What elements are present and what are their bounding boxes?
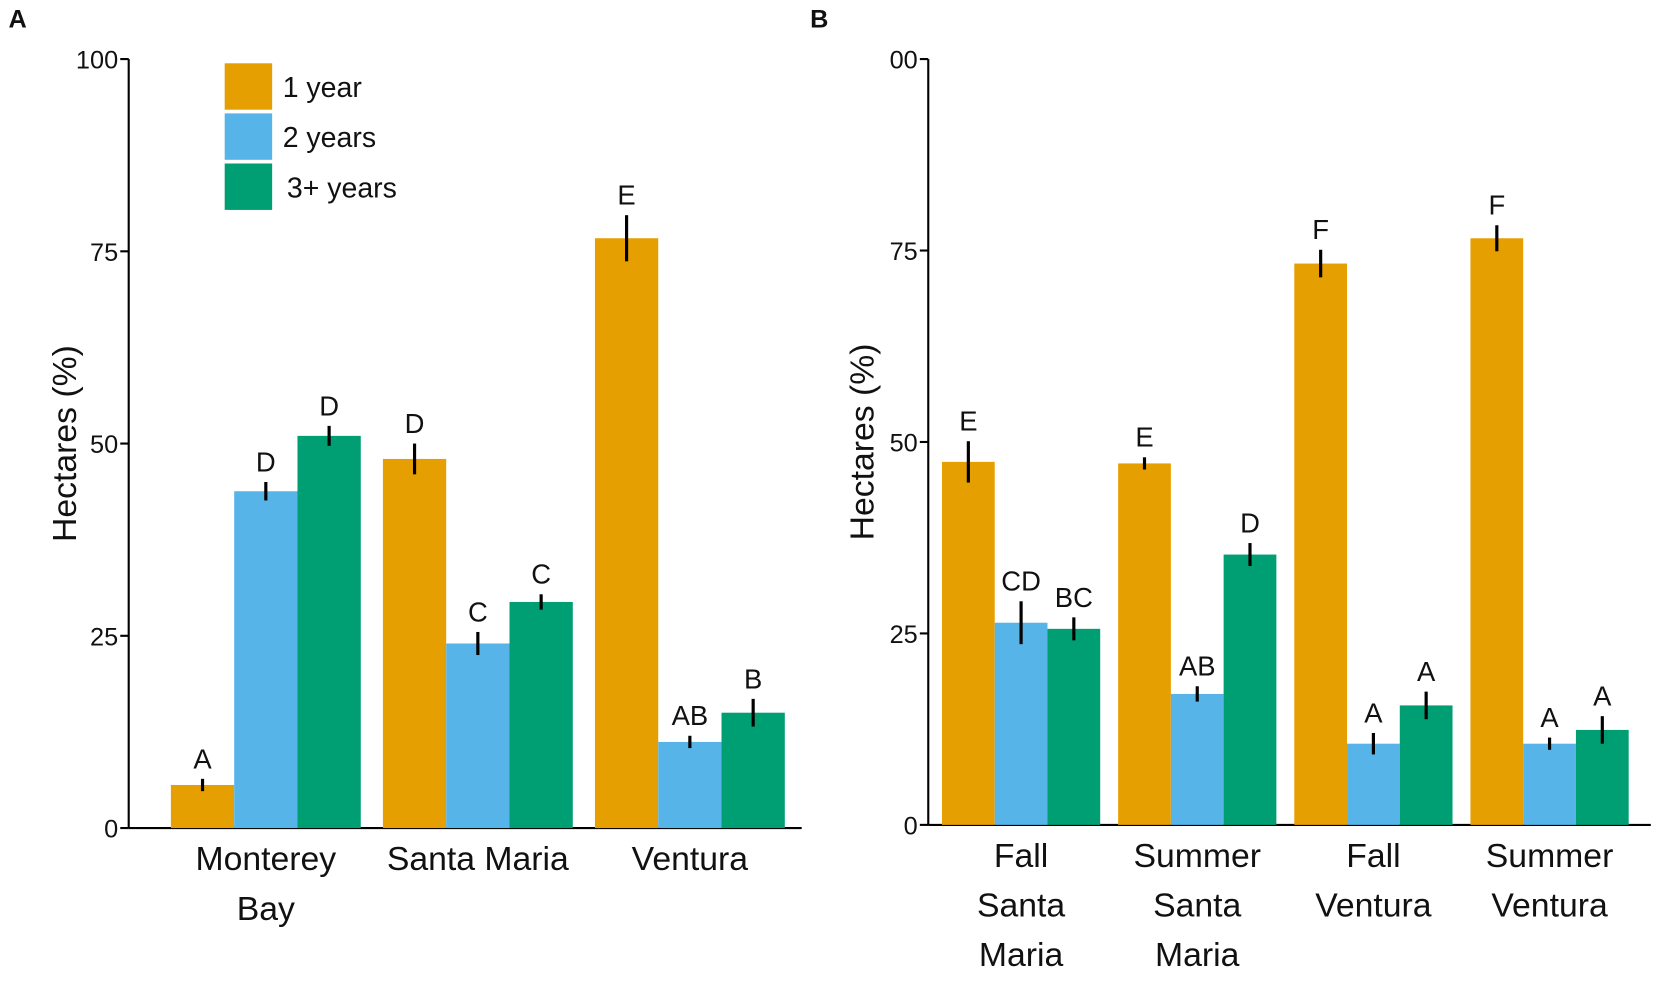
bar xyxy=(1347,743,1400,825)
x-tick-label: Maria xyxy=(979,936,1064,974)
bar xyxy=(594,238,659,829)
legend-swatch xyxy=(224,163,273,210)
significance-letter: E xyxy=(1135,422,1153,453)
x-tick-label: Monterey xyxy=(195,840,336,878)
y-tick-label: 50 xyxy=(90,431,118,459)
legend-label: 3+ years xyxy=(287,172,397,204)
panel-label: A xyxy=(8,5,26,33)
significance-letter: A xyxy=(193,743,212,774)
legend-swatch xyxy=(224,63,273,110)
x-tick-label: Fall xyxy=(1346,837,1400,875)
significance-letter: D xyxy=(319,390,339,421)
panel-label: B xyxy=(810,5,828,33)
y-tick-label: 75 xyxy=(890,238,918,266)
significance-letter: CD xyxy=(1001,566,1041,597)
significance-letter: B xyxy=(744,663,762,694)
y-tick-label: 0 xyxy=(104,816,118,844)
significance-letter: A xyxy=(1593,681,1612,712)
bar xyxy=(1575,729,1629,825)
legend-swatch xyxy=(224,113,273,160)
significance-letter: D xyxy=(256,446,276,477)
y-tick-label: 00 xyxy=(890,47,918,75)
y-tick-label: 75 xyxy=(90,239,118,267)
bar xyxy=(721,712,785,829)
x-tick-label: Ventura xyxy=(1315,887,1432,925)
significance-letter: D xyxy=(1240,508,1260,539)
bar xyxy=(941,461,995,825)
bar xyxy=(1399,705,1453,825)
bar xyxy=(1523,743,1576,825)
significance-letter: AB xyxy=(672,700,709,731)
significance-letter: F xyxy=(1488,190,1505,221)
x-tick-label: Maria xyxy=(1155,936,1240,974)
significance-letter: C xyxy=(531,559,551,590)
x-tick-label: Fall xyxy=(994,837,1048,875)
x-tick-label: Summer xyxy=(1133,837,1261,875)
x-tick-label: Ventura xyxy=(632,840,749,878)
significance-letter: E xyxy=(617,180,635,211)
bar xyxy=(1047,628,1101,825)
x-tick-label: Santa xyxy=(1153,887,1241,925)
x-tick-label: Summer xyxy=(1486,837,1614,875)
y-tick-label: 25 xyxy=(890,621,918,649)
y-tick-label: 0 xyxy=(904,812,918,840)
y-tick-label: 25 xyxy=(90,623,118,651)
significance-letter: C xyxy=(468,596,488,627)
y-axis-label: Hectares (%) xyxy=(46,345,84,542)
bar xyxy=(1470,238,1524,825)
x-tick-label: Bay xyxy=(237,890,295,928)
significance-letter: E xyxy=(959,406,977,437)
significance-letter: BC xyxy=(1055,582,1093,613)
y-tick-label: 100 xyxy=(76,47,118,75)
x-tick-label: Santa Maria xyxy=(387,840,569,878)
bar xyxy=(1294,263,1348,825)
significance-letter: D xyxy=(405,408,425,439)
significance-letter: A xyxy=(1364,697,1383,728)
significance-letter: A xyxy=(1540,702,1559,733)
y-tick-label: 50 xyxy=(890,429,918,457)
legend-label: 2 years xyxy=(283,122,376,154)
bar xyxy=(446,643,510,829)
significance-letter: AB xyxy=(1179,651,1216,682)
x-tick-label: Ventura xyxy=(1491,887,1608,925)
bar xyxy=(1170,693,1224,825)
bar xyxy=(382,458,447,829)
x-tick-label: Santa xyxy=(977,887,1065,925)
y-axis-label: Hectares (%) xyxy=(843,344,881,541)
bar xyxy=(1223,554,1277,825)
bar xyxy=(994,622,1048,825)
bar xyxy=(509,601,573,829)
bar xyxy=(1118,463,1171,825)
bar xyxy=(658,741,722,829)
bar xyxy=(170,784,235,829)
significance-letter: A xyxy=(1417,656,1436,687)
bar xyxy=(297,435,361,829)
significance-letter: F xyxy=(1312,214,1329,245)
legend-label: 1 year xyxy=(283,72,362,104)
bar xyxy=(234,491,298,829)
